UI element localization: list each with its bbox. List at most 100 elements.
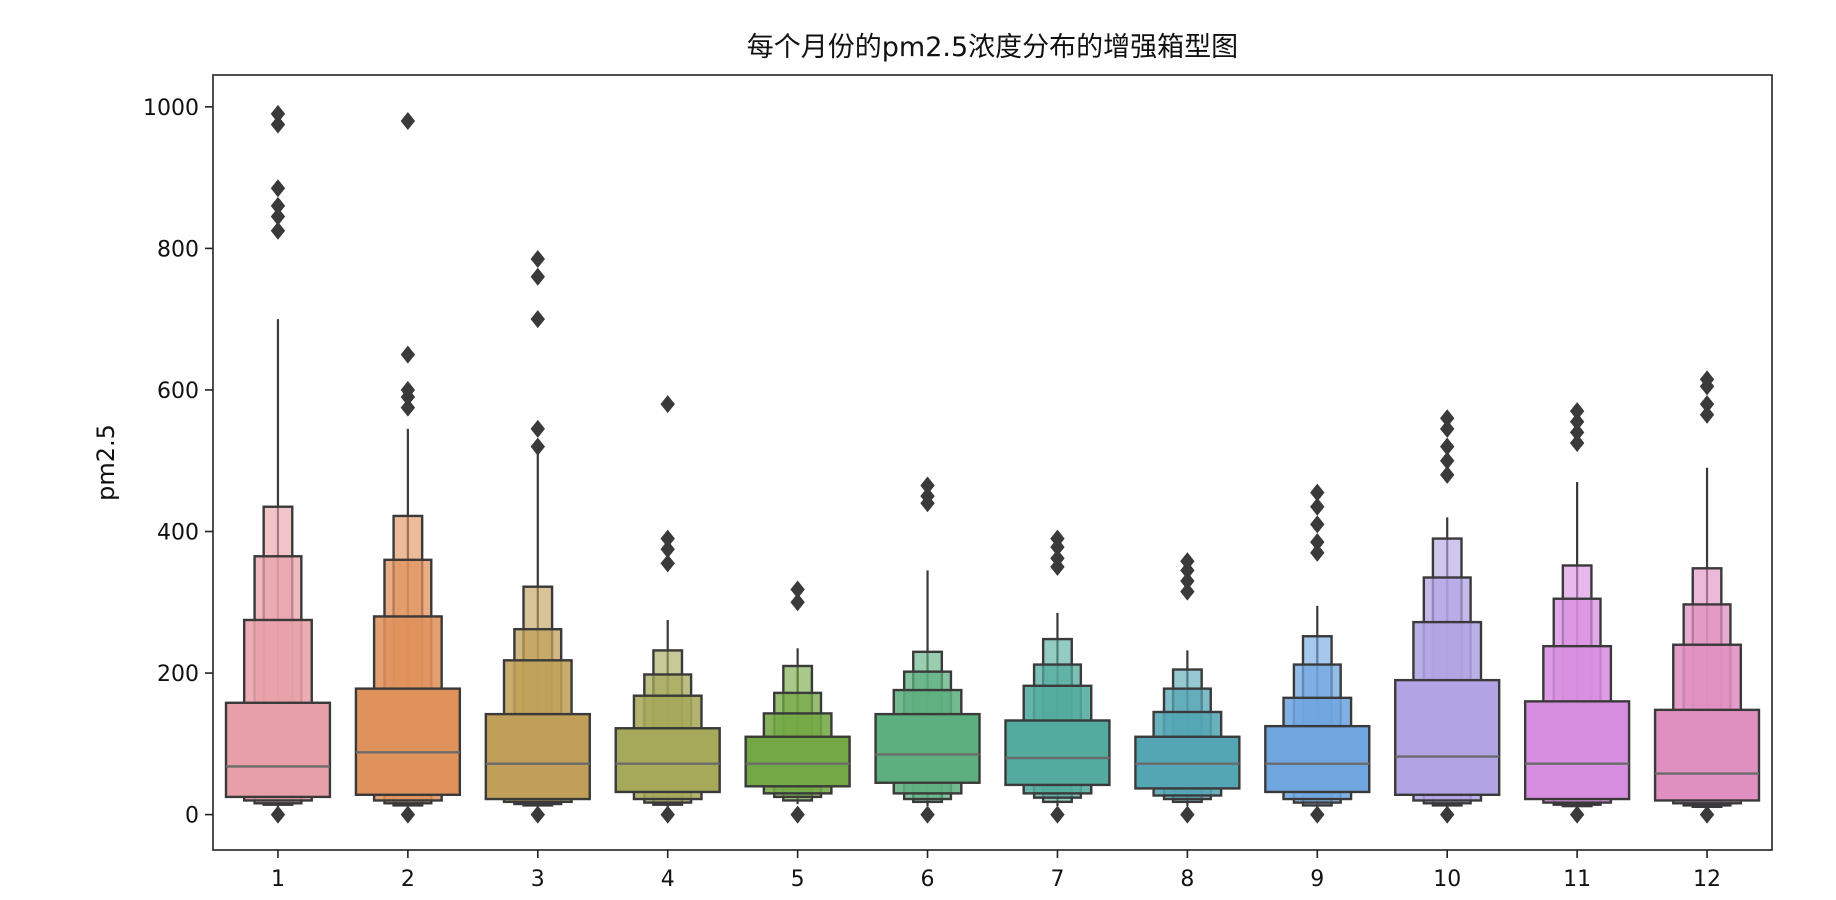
outlier-marker — [1050, 805, 1065, 824]
outlier-marker — [270, 179, 286, 198]
outlier-marker — [920, 805, 935, 824]
outlier-marker — [1699, 377, 1715, 396]
boxen-box-level-1 — [614, 727, 721, 794]
outlier-marker — [400, 345, 416, 364]
boxen-group-month-3 — [484, 250, 591, 824]
outlier-marker — [1440, 419, 1455, 438]
outlier-marker — [530, 250, 545, 269]
outlier-marker — [1310, 497, 1325, 516]
outlier-marker — [1310, 515, 1325, 534]
boxen-group-month-9 — [1264, 483, 1371, 824]
outlier-marker — [1310, 543, 1325, 562]
outlier-marker — [1699, 805, 1715, 824]
outlier-marker — [270, 115, 286, 134]
outlier-marker — [270, 207, 286, 226]
boxen-box-level-1 — [354, 687, 462, 796]
boxen-group-month-8 — [1134, 552, 1241, 824]
boxen-box-level-1 — [874, 712, 981, 784]
x-tick-label: 5 — [791, 867, 805, 892]
outlier-marker — [530, 805, 545, 824]
x-tick-label: 10 — [1433, 867, 1461, 892]
x-tick-label: 12 — [1693, 867, 1721, 892]
outlier-marker — [1180, 805, 1195, 824]
plot-area — [224, 104, 1761, 824]
outlier-marker — [1440, 465, 1455, 484]
boxen-box-level-1 — [1394, 678, 1501, 796]
outlier-marker — [1440, 805, 1455, 824]
outlier-marker — [1569, 434, 1585, 453]
outlier-marker — [660, 529, 675, 548]
boxen-box-level-1 — [1264, 724, 1371, 794]
outlier-marker — [1569, 805, 1585, 824]
outlier-marker — [790, 805, 805, 824]
y-axis: 0 200 400 600 800 1000 — [143, 96, 213, 829]
outlier-marker — [400, 805, 416, 824]
boxen-box-level-1 — [744, 735, 851, 788]
outlier-marker — [1440, 409, 1455, 428]
outlier-marker — [400, 388, 416, 407]
x-axis: 1 2 3 4 5 6 7 8 9 10 11 12 — [271, 850, 1721, 892]
boxen-box-level-1 — [224, 701, 332, 799]
plot-frame — [212, 74, 1773, 851]
outlier-marker — [400, 112, 416, 131]
outlier-marker — [530, 437, 545, 456]
outlier-marker — [1050, 538, 1065, 557]
x-tick-label: 7 — [1050, 867, 1064, 892]
x-tick-label: 2 — [401, 867, 415, 892]
outlier-marker — [530, 419, 545, 438]
outlier-marker — [270, 221, 286, 240]
outlier-marker — [270, 104, 286, 123]
y-tick-label: 400 — [157, 521, 199, 546]
boxen-box-level-1 — [1653, 708, 1761, 802]
outlier-marker — [790, 593, 805, 612]
y-tick-label: 1000 — [143, 96, 199, 121]
boxen-group-month-5 — [744, 580, 851, 824]
outlier-marker — [1699, 405, 1715, 424]
outlier-marker — [1180, 552, 1195, 571]
x-tick-label: 3 — [531, 867, 545, 892]
outlier-marker — [1310, 483, 1325, 502]
x-tick-label: 8 — [1180, 867, 1194, 892]
x-tick-label: 1 — [271, 867, 285, 892]
boxen-box-level-1 — [484, 712, 591, 801]
boxen-group-month-11 — [1523, 402, 1631, 824]
y-axis-title: pm2.5 — [92, 424, 120, 501]
outlier-marker — [1699, 395, 1715, 414]
boxen-group-month-4 — [614, 395, 721, 824]
outlier-marker — [660, 395, 675, 414]
outlier-marker — [1569, 402, 1585, 421]
outlier-marker — [1440, 451, 1455, 470]
boxen-group-month-7 — [1004, 529, 1111, 824]
outlier-marker — [1310, 805, 1325, 824]
outlier-marker — [1180, 572, 1195, 591]
outlier-marker — [660, 805, 675, 824]
boxen-box-level-1 — [1004, 719, 1111, 787]
y-tick-label: 200 — [157, 662, 199, 687]
outlier-marker — [530, 267, 545, 286]
outlier-marker — [790, 580, 805, 599]
y-tick-label: 800 — [157, 237, 199, 262]
outlier-marker — [1440, 437, 1455, 456]
boxen-group-month-2 — [354, 112, 462, 824]
outlier-marker — [530, 310, 545, 329]
x-tick-label: 11 — [1563, 867, 1591, 892]
outlier-marker — [1180, 582, 1195, 601]
y-tick-label: 600 — [157, 379, 199, 404]
outlier-marker — [920, 476, 935, 495]
outlier-marker — [1569, 423, 1585, 442]
boxen-group-month-1 — [224, 104, 332, 824]
x-tick-label: 4 — [661, 867, 675, 892]
outlier-marker — [1569, 412, 1585, 431]
outlier-marker — [270, 805, 286, 824]
outlier-marker — [1310, 533, 1325, 552]
outlier-marker — [1050, 557, 1065, 576]
boxen-group-month-12 — [1653, 370, 1761, 824]
outlier-marker — [660, 554, 675, 573]
outlier-marker — [920, 494, 935, 513]
x-tick-label: 9 — [1310, 867, 1324, 892]
outlier-marker — [270, 196, 286, 215]
y-tick-label: 0 — [185, 804, 199, 829]
chart-title: 每个月份的pm2.5浓度分布的增强箱型图 — [747, 32, 1238, 63]
boxen-box-level-1 — [1523, 700, 1631, 801]
